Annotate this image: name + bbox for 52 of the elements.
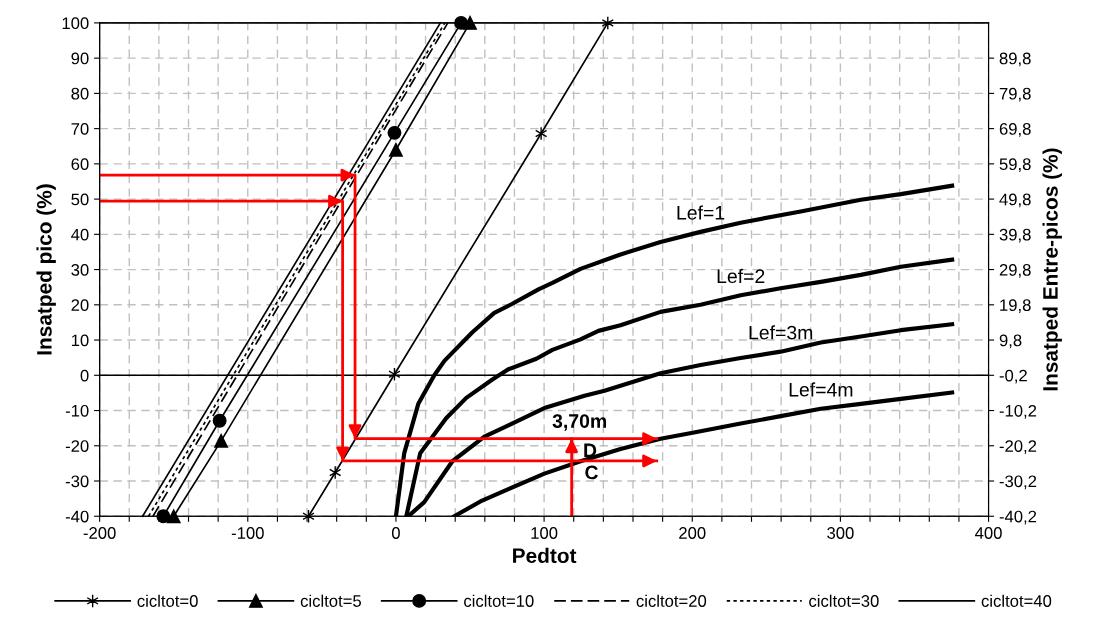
y2-tick-label: 39,8: [999, 228, 1031, 243]
y-tick-label: 90: [71, 52, 89, 65]
legend-label: cicltot=10: [464, 594, 534, 607]
y-tick-label: 0: [80, 369, 89, 382]
x-tick-label: 300: [827, 527, 854, 539]
x-tick-label: 200: [679, 527, 706, 539]
legend-label: cicltot=20: [636, 594, 707, 607]
x-tick-label: 0: [391, 527, 400, 539]
y-tick-label: 100: [62, 17, 89, 30]
y2-tick-label: 59,8: [999, 158, 1031, 173]
annotation: 3,70m: [552, 414, 607, 431]
series-label: Lef=2: [717, 268, 765, 284]
y-tick-label: 40: [71, 228, 89, 241]
y2-tick-label: 29,8: [999, 263, 1031, 278]
y-axis-title: Insatped pico (%): [36, 184, 56, 355]
y2-tick-label: 89,8: [999, 52, 1031, 67]
annotation: D: [584, 443, 597, 457]
y2-axis-title: Insatped Entre-picos (%): [1042, 148, 1062, 391]
x-axis-title: Pedtot: [513, 547, 577, 564]
y2-tick-label: 19,8: [1000, 299, 1031, 313]
y2-tick-label: 49,8: [999, 193, 1031, 208]
y-tick-label: -30: [65, 475, 89, 488]
y-tick-label: -20: [65, 440, 89, 452]
legend-label: cicltot=5: [300, 594, 361, 607]
legend-label: cicltot=0: [137, 594, 198, 607]
y2-tick-label: 79,8: [999, 87, 1031, 102]
x-tick-label: -100: [231, 527, 264, 539]
y2-tick-label: -20,2: [999, 440, 1037, 454]
y-tick-label: 20: [71, 299, 89, 312]
x-tick-label: 400: [975, 527, 1002, 539]
y-tick-label: 60: [71, 158, 89, 171]
annotation: C: [585, 465, 598, 480]
legend-label: cicltot=40: [981, 594, 1052, 607]
y2-tick-label: -30,2: [999, 475, 1037, 490]
y-tick-label: -10: [65, 404, 89, 417]
y-tick-label: 80: [71, 87, 89, 100]
y-tick-label: 50: [71, 193, 89, 206]
y2-tick-label: -10,2: [999, 404, 1037, 419]
series-label: Lef=3m: [749, 325, 813, 340]
y2-tick-label: -40,2: [999, 510, 1037, 525]
y-tick-label: 30: [71, 263, 89, 276]
x-tick-label: -200: [83, 527, 116, 539]
y2-tick-label: 9,8: [999, 334, 1022, 349]
y-tick-label: 70: [71, 123, 89, 135]
y-tick-label: 10: [71, 334, 89, 347]
x-tick-label: 100: [531, 527, 558, 539]
y2-tick-label: 69,8: [999, 123, 1031, 137]
y-tick-label: -40: [65, 510, 89, 523]
legend-label: cicltot=30: [809, 594, 879, 607]
series-label: Lef=1: [677, 205, 725, 220]
y2-tick-label: -0,2: [999, 369, 1027, 384]
series-label: Lef=4m: [789, 382, 853, 397]
